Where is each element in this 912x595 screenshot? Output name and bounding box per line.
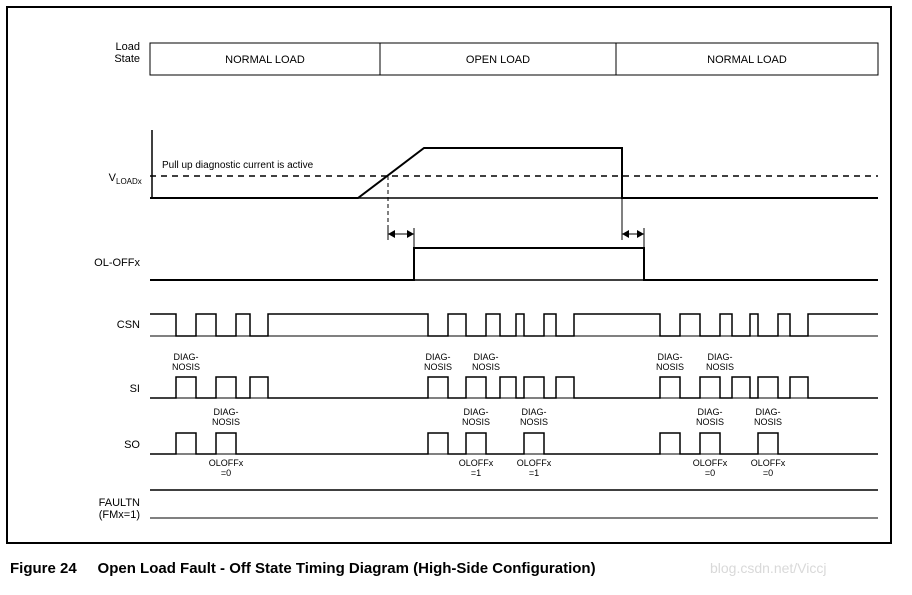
so-diag-4b: NOSIS — [696, 417, 724, 427]
so-diag-3a: DIAG- — [521, 407, 546, 417]
csn-label: CSN — [117, 319, 140, 331]
figure-caption: Figure 24 Open Load Fault - Off State Ti… — [10, 560, 596, 577]
so-label: SO — [124, 439, 140, 451]
timing-diagram-svg: Load State NORMAL LOAD OPEN LOAD NORMAL … — [0, 0, 912, 595]
so-ol-5b: =0 — [763, 468, 773, 478]
figure-title: Open Load Fault - Off State Timing Diagr… — [98, 560, 596, 577]
delay-arrow-left — [388, 228, 414, 248]
si-diag-5b: NOSIS — [706, 362, 734, 372]
si-diag-2a: DIAG- — [425, 352, 450, 362]
si-diag-1b: NOSIS — [172, 362, 200, 372]
vload-label-sub: LOADx — [116, 177, 142, 186]
vload-note: Pull up diagnostic current is active — [162, 160, 314, 171]
so-diag-5a: DIAG- — [755, 407, 780, 417]
si-diag-5a: DIAG- — [707, 352, 732, 362]
so-ol-4b: =0 — [705, 468, 715, 478]
si-diag-4b: NOSIS — [656, 362, 684, 372]
si-diag-3a: DIAG- — [473, 352, 498, 362]
si-waveform — [150, 377, 878, 398]
load-state-text-2: NORMAL LOAD — [707, 54, 787, 66]
so-ol-1b: =0 — [221, 468, 231, 478]
si-diag-3b: NOSIS — [472, 362, 500, 372]
si-diag-2b: NOSIS — [424, 362, 452, 372]
so-ol-4a: OLOFFx — [693, 458, 728, 468]
load-state-label-1: Load — [116, 41, 140, 53]
so-diag-2a: DIAG- — [463, 407, 488, 417]
so-diag-2b: NOSIS — [462, 417, 490, 427]
si-diag-4a: DIAG- — [657, 352, 682, 362]
so-diag-1b: NOSIS — [212, 417, 240, 427]
ol-off-waveform — [150, 248, 878, 280]
faultn-label-1: FAULTN — [99, 497, 140, 509]
figure-number: Figure 24 — [10, 560, 77, 577]
load-state-text-1: OPEN LOAD — [466, 54, 530, 66]
so-diag-5b: NOSIS — [754, 417, 782, 427]
so-ol-5a: OLOFFx — [751, 458, 786, 468]
load-state-text-0: NORMAL LOAD — [225, 54, 305, 66]
so-ol-3b: =1 — [529, 468, 539, 478]
so-diag-3b: NOSIS — [520, 417, 548, 427]
so-waveform — [150, 433, 878, 454]
csn-waveform — [150, 314, 878, 336]
so-diag-4a: DIAG- — [697, 407, 722, 417]
so-ol-1a: OLOFFx — [209, 458, 244, 468]
ol-off-label: OL-OFFx — [94, 257, 140, 269]
so-ol-2a: OLOFFx — [459, 458, 494, 468]
si-label: SI — [130, 383, 140, 395]
si-diag-1a: DIAG- — [173, 352, 198, 362]
load-state-label-2: State — [114, 53, 140, 65]
so-ol-2b: =1 — [471, 468, 481, 478]
watermark-text: blog.csdn.net/Viccj — [710, 560, 826, 576]
delay-arrow-right — [622, 198, 644, 248]
faultn-label-2: (FMx=1) — [99, 509, 140, 521]
so-diag-1a: DIAG- — [213, 407, 238, 417]
so-ol-3a: OLOFFx — [517, 458, 552, 468]
vload-waveform — [150, 148, 878, 198]
